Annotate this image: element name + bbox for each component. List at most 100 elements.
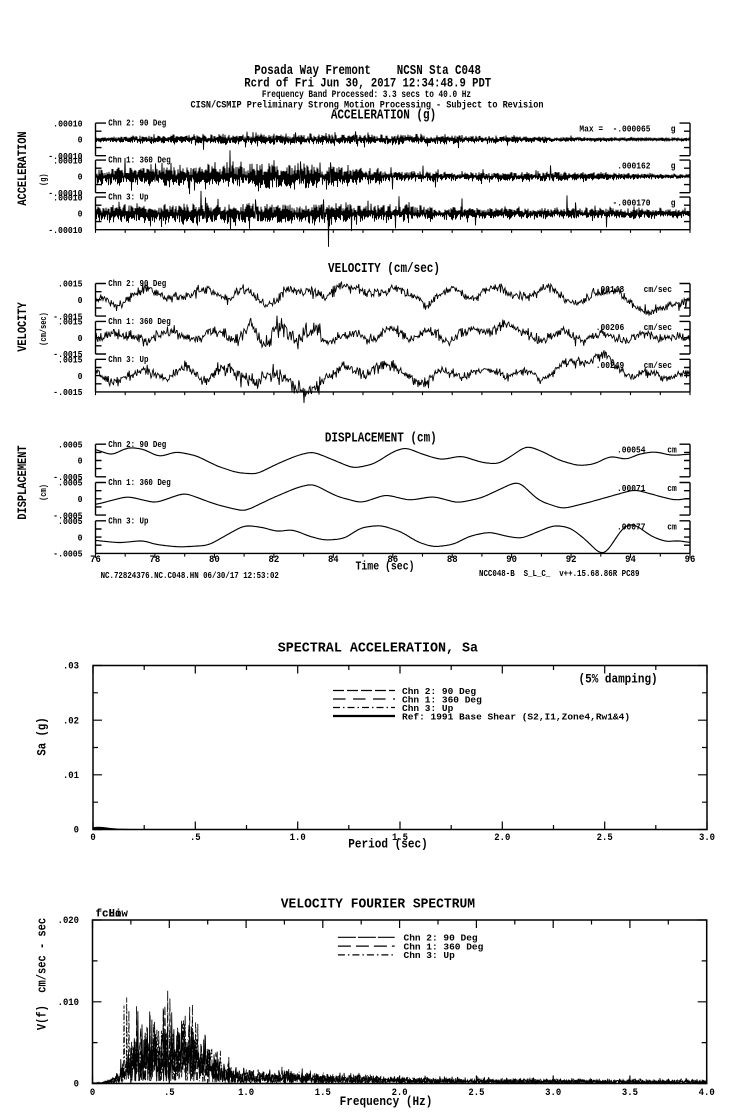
svg-text:.0015: .0015	[58, 355, 82, 366]
svg-text:.03: .03	[63, 660, 79, 672]
svg-text:0: 0	[78, 209, 83, 220]
svg-text:-.0005: -.0005	[53, 511, 82, 522]
svg-text:-.00010: -.00010	[48, 188, 82, 199]
svg-text:.00206: .00206	[596, 322, 624, 333]
svg-text:-.00010: -.00010	[48, 151, 82, 162]
svg-text:94: 94	[625, 553, 636, 565]
svg-text:(cm/sec): (cm/sec)	[39, 312, 49, 346]
svg-text:Chn 1: 360 Deg: Chn 1: 360 Deg	[404, 941, 484, 952]
svg-text:VELOCITY (cm/sec): VELOCITY (cm/sec)	[328, 261, 440, 277]
svg-text:0: 0	[78, 333, 83, 344]
svg-text:Chn 2: 90 Deg: Chn 2: 90 Deg	[402, 686, 476, 697]
svg-text:1.5: 1.5	[392, 831, 408, 843]
svg-text:.000162: .000162	[617, 161, 650, 172]
svg-text:0: 0	[78, 172, 83, 183]
svg-text:Frequency (Hz): Frequency (Hz)	[340, 1094, 433, 1109]
svg-text:86: 86	[387, 553, 398, 565]
svg-text:(g): (g)	[39, 173, 49, 186]
svg-text:.00010: .00010	[53, 193, 82, 204]
svg-text:cm: cm	[667, 522, 676, 533]
svg-text:Chn 1: 360 Deg: Chn 1: 360 Deg	[402, 694, 482, 705]
svg-text:Chn 1: 360 Deg: Chn 1: 360 Deg	[108, 316, 170, 327]
svg-text:-.000170: -.000170	[613, 198, 651, 209]
svg-text:-.0015: -.0015	[53, 350, 82, 361]
svg-text:Time (sec): Time (sec)	[355, 561, 414, 574]
svg-text:.00010: .00010	[53, 156, 82, 167]
svg-text:fcHi: fcHi	[96, 909, 122, 921]
svg-text:g: g	[671, 198, 676, 209]
svg-text:3.0: 3.0	[545, 1086, 561, 1098]
svg-text:V(f) cm/sec - sec: V(f) cm/sec - sec	[35, 918, 50, 1030]
svg-text:Chn 1: 360 Deg: Chn 1: 360 Deg	[108, 477, 170, 488]
svg-text:.020: .020	[58, 915, 80, 927]
svg-text:NC.72824376.NC.C048.HN 06/30/1: NC.72824376.NC.C048.HN 06/30/17 12:53:02	[101, 570, 279, 581]
svg-text:88: 88	[447, 553, 458, 565]
svg-text:0: 0	[90, 831, 95, 843]
svg-text:3.0: 3.0	[699, 831, 715, 843]
svg-text:Posada Way Fremont NCSN Sta: Posada Way Fremont NCSN Sta C048	[254, 63, 481, 78]
svg-text:1.5: 1.5	[315, 1086, 331, 1098]
svg-text:.0005: .0005	[58, 440, 82, 451]
svg-text:(cm): (cm)	[39, 484, 49, 501]
svg-text:Frequency Band Processed: 3.3: Frequency Band Processed: 3.3 secs to 40…	[262, 89, 471, 100]
svg-text:ACCELERATION: ACCELERATION	[15, 131, 30, 205]
svg-text:.02: .02	[63, 715, 79, 727]
svg-text:g: g	[671, 161, 676, 172]
svg-text:DISPLACEMENT: DISPLACEMENT	[15, 445, 30, 519]
svg-text:2.0: 2.0	[494, 831, 510, 843]
svg-text:VELOCITY FOURIER SPECTRUM: VELOCITY FOURIER SPECTRUM	[281, 896, 475, 911]
svg-text:(5% damping): (5% damping)	[579, 672, 658, 687]
svg-text:CISN/CSMIP Preliminary Strong: CISN/CSMIP Preliminary Strong Motion Pro…	[190, 99, 543, 111]
svg-text:NCC048-B S_L_C_ v++.15.68.86: NCC048-B S_L_C_ v++.15.68.86R PC89	[479, 568, 639, 579]
svg-text:.0015: .0015	[58, 279, 82, 290]
svg-text:cm/sec: cm/sec	[644, 360, 672, 371]
svg-text:.010: .010	[58, 996, 80, 1008]
svg-text:.0005: .0005	[58, 516, 82, 527]
svg-text:Chn 3: Up: Chn 3: Up	[108, 192, 148, 203]
svg-text:0: 0	[74, 824, 79, 836]
svg-text:Ref: 1991 Base Shear (S2,I1,Zo: Ref: 1991 Base Shear (S2,I1,Zone4,Rw1&4)	[402, 711, 630, 722]
svg-text:g: g	[671, 124, 676, 135]
svg-text:cm: cm	[667, 483, 676, 494]
svg-text:Chn 3: Up: Chn 3: Up	[402, 703, 454, 714]
svg-text:.00148: .00148	[596, 284, 624, 295]
svg-text:3.5: 3.5	[622, 1086, 638, 1098]
svg-text:-.0015: -.0015	[53, 388, 82, 399]
svg-text:0: 0	[78, 533, 83, 544]
svg-text:78: 78	[150, 553, 161, 565]
svg-text:cm: cm	[667, 445, 676, 456]
svg-text:.00010: .00010	[53, 119, 82, 130]
svg-text:fcLow: fcLow	[96, 909, 129, 921]
svg-text:ACCELERATION (g): ACCELERATION (g)	[331, 107, 436, 123]
svg-text:DISPLACEMENT (cm): DISPLACEMENT (cm)	[325, 430, 437, 446]
svg-text:-.00010: -.00010	[48, 225, 82, 236]
svg-text:Chn 2: 90 Deg: Chn 2: 90 Deg	[108, 439, 166, 450]
svg-text:.5: .5	[164, 1086, 175, 1098]
svg-text:VELOCITY: VELOCITY	[15, 302, 30, 352]
svg-text:0: 0	[78, 371, 83, 382]
svg-text:4.0: 4.0	[699, 1086, 715, 1098]
svg-text:.00071: .00071	[617, 483, 645, 494]
svg-text:cm/sec: cm/sec	[644, 284, 672, 295]
svg-text:Chn 2: 90 Deg: Chn 2: 90 Deg	[108, 118, 166, 129]
svg-text:90: 90	[506, 553, 517, 565]
svg-text:0: 0	[78, 494, 83, 505]
svg-text:.0015: .0015	[58, 317, 82, 328]
svg-text:.00054: .00054	[617, 445, 645, 456]
svg-text:0: 0	[90, 1086, 95, 1098]
svg-text:-.0005: -.0005	[53, 549, 82, 560]
svg-text:.01: .01	[63, 769, 79, 781]
svg-text:Chn 2: 90 Deg: Chn 2: 90 Deg	[108, 278, 166, 289]
svg-text:Rcrd of Fri Jun 30, 2017 12:34: Rcrd of Fri Jun 30, 2017 12:34:48.9 PDT	[244, 75, 491, 90]
svg-text:Chn 3: Up: Chn 3: Up	[404, 950, 456, 961]
svg-text:Chn 3: Up: Chn 3: Up	[108, 354, 148, 365]
svg-text:2.0: 2.0	[392, 1086, 408, 1098]
svg-text:1.0: 1.0	[238, 1086, 254, 1098]
svg-text:96: 96	[685, 553, 696, 565]
svg-text:1.0: 1.0	[290, 831, 306, 843]
svg-text:Chn 2: 90 Deg: Chn 2: 90 Deg	[404, 933, 478, 944]
svg-text:Chn 3: Up: Chn 3: Up	[108, 516, 148, 527]
svg-text:Chn 1: 360 Deg: Chn 1: 360 Deg	[108, 155, 170, 166]
svg-text:Sa (g): Sa (g)	[36, 717, 50, 755]
svg-text:.0005: .0005	[58, 478, 82, 489]
